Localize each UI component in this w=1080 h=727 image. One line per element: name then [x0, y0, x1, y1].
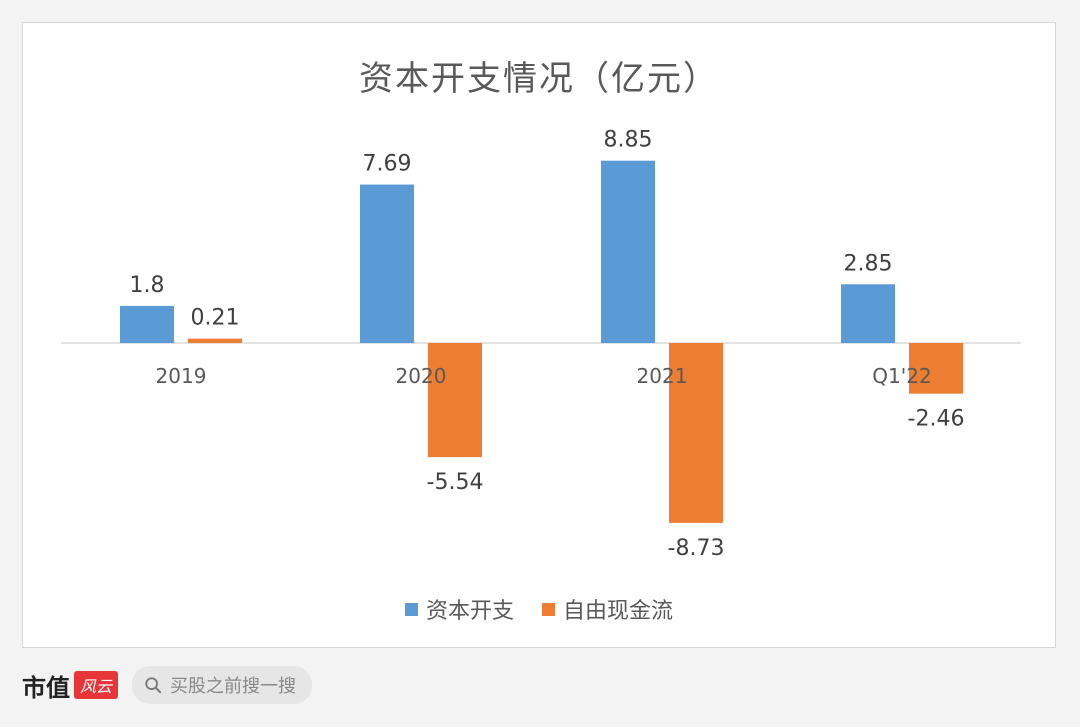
category-label-3: Q1'22: [872, 364, 931, 388]
legend-item-capex: 资本开支: [404, 593, 514, 625]
legend-item-fcf: 自由现金流: [542, 593, 673, 625]
bar-capex-1: [360, 184, 414, 343]
chart-legend: 资本开支 自由现金流: [23, 593, 1055, 625]
bar-chart: 1.8 0.21 2019 7.69 -5.54 2020 8.85 -8.73 2021 2.8…: [61, 128, 1021, 561]
legend-swatch-fcf: [542, 602, 555, 616]
search-bar[interactable]: 买股之前搜一搜: [132, 666, 313, 704]
brand-name: 市值: [22, 672, 70, 702]
legend-swatch-capex: [404, 602, 418, 616]
brand-logo[interactable]: 市值 风云: [22, 668, 119, 703]
data-label-fcf-1: -5.54: [427, 470, 484, 495]
category-label-1: 2020: [396, 364, 447, 388]
brand-logo-badge: 风云: [74, 671, 119, 699]
data-label-capex-3: 2.85: [844, 251, 893, 276]
bar-fcf-3: [909, 343, 963, 394]
category-label-0: 2019: [156, 364, 207, 388]
data-label-capex-2: 8.85: [604, 128, 653, 153]
data-label-fcf-3: -2.46: [908, 407, 965, 432]
bar-fcf-2: [669, 343, 723, 523]
bar-capex-2: [601, 160, 655, 343]
category-label-2: 2021: [637, 364, 688, 388]
bar-fcf-0: [188, 338, 242, 343]
data-label-capex-1: 7.69: [363, 152, 412, 177]
bar-capex-3: [841, 284, 895, 343]
bar-capex-0: [120, 305, 174, 343]
footer-bar: 市值 风云 买股之前搜一搜: [22, 655, 313, 715]
data-label-fcf-2: -8.73: [668, 536, 725, 561]
search-placeholder: 买股之前搜一搜: [170, 676, 297, 697]
legend-label-fcf: 自由现金流: [563, 599, 674, 624]
data-label-fcf-0: 0.21: [191, 306, 240, 331]
legend-label-capex: 资本开支: [425, 599, 514, 624]
chart-card: 资本开支情况（亿元） 1.8 0.21 2019 7.69 -5.54 2020 8.85 -…: [22, 22, 1056, 648]
search-icon: [145, 677, 162, 694]
data-label-capex-0: 1.8: [130, 273, 165, 298]
bar-fcf-1: [428, 343, 482, 458]
chart-title: 资本开支情况（亿元）: [359, 59, 719, 99]
